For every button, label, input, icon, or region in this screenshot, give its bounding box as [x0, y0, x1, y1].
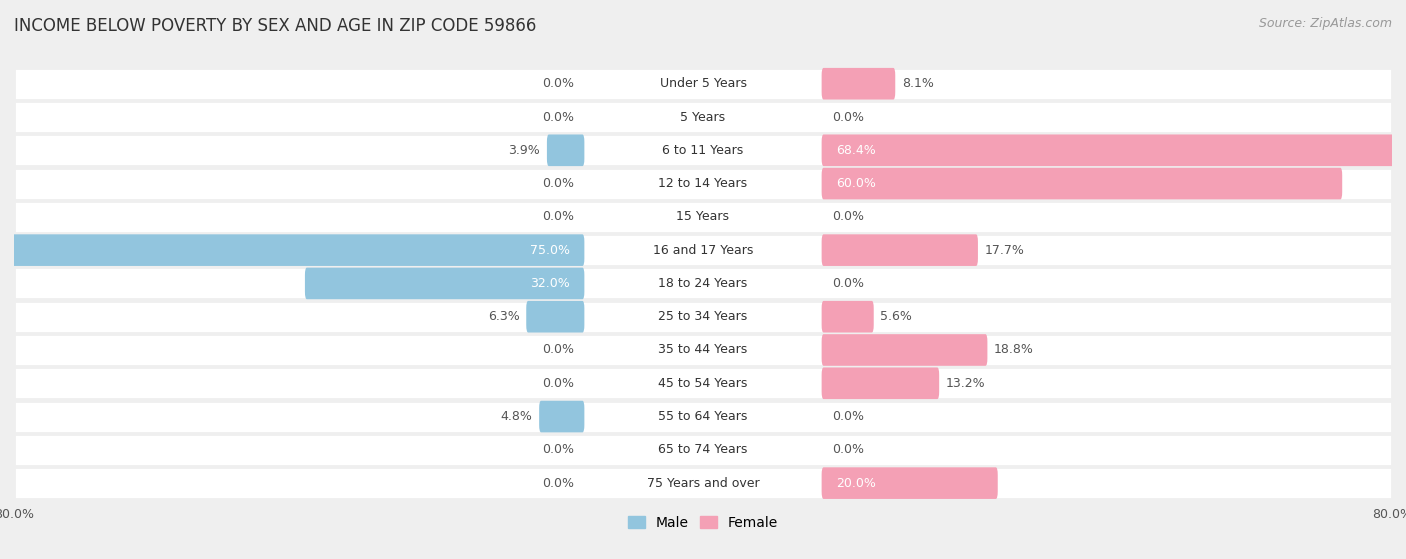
Text: 35 to 44 Years: 35 to 44 Years — [658, 343, 748, 357]
FancyBboxPatch shape — [821, 301, 873, 333]
Text: 0.0%: 0.0% — [541, 343, 574, 357]
Text: 25 to 34 Years: 25 to 34 Years — [658, 310, 748, 323]
FancyBboxPatch shape — [538, 401, 585, 432]
Text: 75 Years and over: 75 Years and over — [647, 477, 759, 490]
FancyBboxPatch shape — [305, 268, 585, 299]
Legend: Male, Female: Male, Female — [623, 510, 783, 536]
FancyBboxPatch shape — [654, 72, 752, 96]
FancyBboxPatch shape — [654, 105, 752, 129]
Text: 45 to 54 Years: 45 to 54 Years — [658, 377, 748, 390]
FancyBboxPatch shape — [526, 301, 585, 333]
Text: Source: ZipAtlas.com: Source: ZipAtlas.com — [1258, 17, 1392, 30]
Text: 0.0%: 0.0% — [832, 410, 865, 423]
FancyBboxPatch shape — [654, 371, 752, 396]
Text: 32.0%: 32.0% — [530, 277, 569, 290]
FancyBboxPatch shape — [821, 334, 987, 366]
FancyBboxPatch shape — [821, 234, 979, 266]
Text: 0.0%: 0.0% — [541, 477, 574, 490]
Text: 6 to 11 Years: 6 to 11 Years — [662, 144, 744, 157]
Text: 13.2%: 13.2% — [946, 377, 986, 390]
Text: 15 Years: 15 Years — [676, 210, 730, 224]
FancyBboxPatch shape — [14, 334, 1392, 366]
Text: 18.8%: 18.8% — [994, 343, 1033, 357]
FancyBboxPatch shape — [654, 471, 752, 495]
Text: 60.0%: 60.0% — [837, 177, 876, 190]
Text: 6.3%: 6.3% — [488, 310, 520, 323]
Text: 0.0%: 0.0% — [541, 111, 574, 124]
FancyBboxPatch shape — [654, 404, 752, 429]
FancyBboxPatch shape — [14, 68, 1392, 100]
FancyBboxPatch shape — [14, 101, 1392, 133]
Text: 0.0%: 0.0% — [541, 377, 574, 390]
Text: 68.4%: 68.4% — [837, 144, 876, 157]
Text: 3.9%: 3.9% — [509, 144, 540, 157]
FancyBboxPatch shape — [14, 234, 1392, 266]
FancyBboxPatch shape — [821, 168, 1343, 200]
Text: 16 and 17 Years: 16 and 17 Years — [652, 244, 754, 257]
FancyBboxPatch shape — [821, 68, 896, 100]
Text: 5.6%: 5.6% — [880, 310, 912, 323]
FancyBboxPatch shape — [14, 367, 1392, 399]
FancyBboxPatch shape — [654, 305, 752, 329]
Text: 8.1%: 8.1% — [901, 77, 934, 90]
FancyBboxPatch shape — [14, 134, 1392, 166]
FancyBboxPatch shape — [14, 201, 1392, 233]
Text: 18 to 24 Years: 18 to 24 Years — [658, 277, 748, 290]
Text: Under 5 Years: Under 5 Years — [659, 77, 747, 90]
FancyBboxPatch shape — [14, 467, 1392, 499]
Text: INCOME BELOW POVERTY BY SEX AND AGE IN ZIP CODE 59866: INCOME BELOW POVERTY BY SEX AND AGE IN Z… — [14, 17, 537, 35]
Text: 55 to 64 Years: 55 to 64 Years — [658, 410, 748, 423]
Text: 12 to 14 Years: 12 to 14 Years — [658, 177, 748, 190]
Text: 0.0%: 0.0% — [541, 177, 574, 190]
Text: 0.0%: 0.0% — [541, 77, 574, 90]
Text: 0.0%: 0.0% — [832, 443, 865, 456]
FancyBboxPatch shape — [14, 267, 1392, 300]
Text: 75.0%: 75.0% — [530, 244, 569, 257]
FancyBboxPatch shape — [654, 271, 752, 296]
FancyBboxPatch shape — [654, 138, 752, 163]
Text: 0.0%: 0.0% — [832, 111, 865, 124]
FancyBboxPatch shape — [654, 171, 752, 196]
FancyBboxPatch shape — [821, 467, 998, 499]
FancyBboxPatch shape — [14, 301, 1392, 333]
Text: 0.0%: 0.0% — [832, 210, 865, 224]
Text: 0.0%: 0.0% — [541, 210, 574, 224]
FancyBboxPatch shape — [654, 205, 752, 229]
FancyBboxPatch shape — [14, 434, 1392, 466]
Text: 0.0%: 0.0% — [832, 277, 865, 290]
FancyBboxPatch shape — [14, 168, 1392, 200]
FancyBboxPatch shape — [547, 135, 585, 166]
FancyBboxPatch shape — [654, 438, 752, 462]
Text: 65 to 74 Years: 65 to 74 Years — [658, 443, 748, 456]
Text: 4.8%: 4.8% — [501, 410, 533, 423]
FancyBboxPatch shape — [14, 401, 1392, 433]
FancyBboxPatch shape — [821, 367, 939, 399]
Text: 17.7%: 17.7% — [984, 244, 1025, 257]
FancyBboxPatch shape — [821, 135, 1406, 166]
Text: 5 Years: 5 Years — [681, 111, 725, 124]
Text: 20.0%: 20.0% — [837, 477, 876, 490]
FancyBboxPatch shape — [654, 238, 752, 263]
FancyBboxPatch shape — [654, 338, 752, 362]
Text: 0.0%: 0.0% — [541, 443, 574, 456]
FancyBboxPatch shape — [0, 234, 585, 266]
